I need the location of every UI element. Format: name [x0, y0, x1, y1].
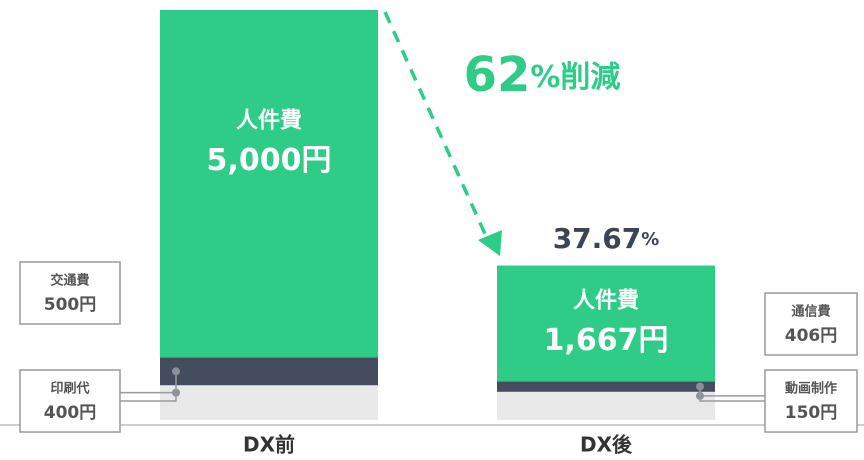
segment-value: 5,000円 [207, 143, 332, 178]
callout-box [19, 261, 121, 325]
arrow-line [383, 11, 492, 246]
callout-label: 印刷代 [50, 381, 89, 397]
callout-value: 150円 [785, 403, 838, 423]
callout-value: 500円 [44, 295, 97, 315]
bar-segment [160, 357, 378, 386]
callout-label: 動画制作 [785, 381, 837, 397]
bar-segment [497, 381, 715, 392]
callout-dot [172, 367, 180, 376]
bar-segment [497, 265, 715, 382]
callout-line [699, 386, 765, 402]
callout-value: 400円 [44, 403, 97, 423]
segment-label: 人件費 [236, 109, 302, 134]
bar-segment [497, 391, 715, 420]
callout-box [764, 292, 858, 356]
arrow-head [478, 230, 502, 256]
x-tick-label: DX後 [580, 433, 633, 457]
segment-label: 人件費 [573, 288, 639, 313]
bar-segment [160, 385, 378, 420]
reduction-annotation: 62%削減 [464, 47, 621, 103]
x-tick-label: DX前 [243, 433, 295, 457]
callout-line [120, 371, 177, 402]
callout-label: 通信費 [791, 304, 830, 320]
callout-value: 406円 [785, 326, 838, 346]
callout-dot [696, 382, 704, 391]
share-annotation: 37.67% [553, 222, 660, 255]
segment-value: 1,667円 [544, 323, 669, 358]
bar-segment [160, 10, 378, 358]
callout-label: 交通費 [50, 273, 89, 289]
